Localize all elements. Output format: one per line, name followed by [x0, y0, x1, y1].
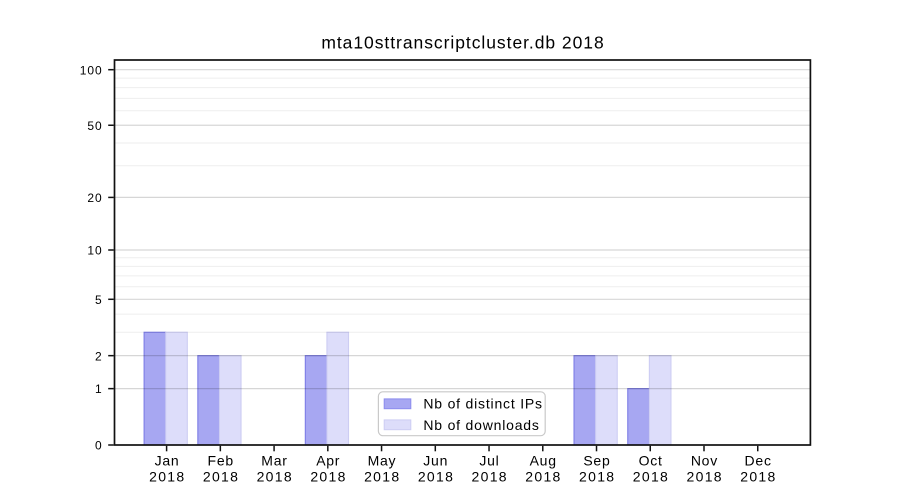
svg-text:2018: 2018	[203, 469, 239, 485]
svg-text:Nov: Nov	[691, 453, 718, 469]
svg-text:Feb: Feb	[208, 453, 234, 469]
svg-text:Oct: Oct	[639, 453, 663, 469]
svg-text:10: 10	[87, 244, 102, 258]
svg-text:Nb of downloads: Nb of downloads	[423, 417, 539, 433]
svg-text:Jan: Jan	[155, 453, 180, 469]
svg-text:2018: 2018	[364, 469, 400, 485]
svg-text:Apr: Apr	[316, 453, 340, 469]
svg-text:mta10sttranscriptcluster.db 20: mta10sttranscriptcluster.db 2018	[321, 32, 604, 52]
svg-text:2018: 2018	[310, 469, 346, 485]
svg-text:2018: 2018	[149, 469, 185, 485]
svg-text:2018: 2018	[257, 469, 293, 485]
svg-text:2018: 2018	[633, 469, 669, 485]
svg-text:2018: 2018	[525, 469, 561, 485]
svg-text:2018: 2018	[687, 469, 723, 485]
svg-text:Jun: Jun	[423, 453, 448, 469]
svg-text:2: 2	[95, 349, 103, 363]
svg-text:1: 1	[95, 382, 103, 396]
svg-text:Jul: Jul	[479, 453, 499, 469]
svg-text:2018: 2018	[740, 469, 776, 485]
svg-text:20: 20	[87, 191, 102, 205]
svg-text:Nb of distinct IPs: Nb of distinct IPs	[423, 396, 542, 412]
svg-text:2018: 2018	[579, 469, 615, 485]
svg-text:Dec: Dec	[745, 453, 772, 469]
svg-text:May: May	[368, 453, 397, 469]
svg-text:2018: 2018	[472, 469, 508, 485]
svg-text:0: 0	[95, 439, 103, 453]
svg-text:5: 5	[95, 293, 103, 307]
svg-text:Aug: Aug	[530, 453, 557, 469]
svg-text:Sep: Sep	[583, 453, 610, 469]
svg-text:Mar: Mar	[261, 453, 287, 469]
svg-text:50: 50	[87, 119, 102, 133]
svg-text:100: 100	[80, 63, 103, 77]
svg-text:2018: 2018	[418, 469, 454, 485]
